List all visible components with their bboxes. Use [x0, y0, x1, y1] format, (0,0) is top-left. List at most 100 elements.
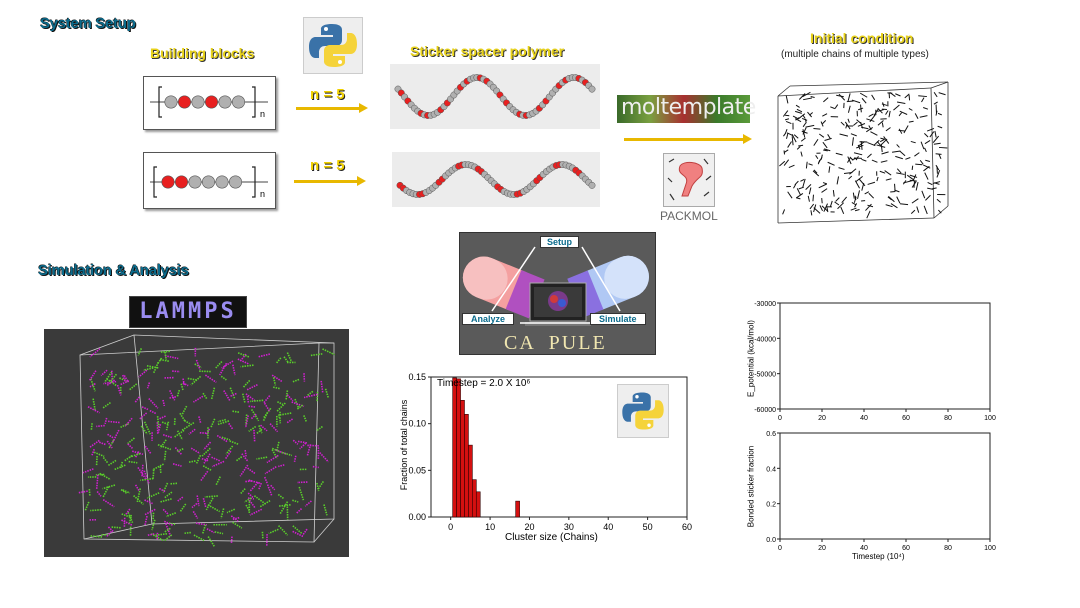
sim-chain [102, 457, 109, 464]
sim-chain [146, 365, 160, 369]
sim-chain [105, 530, 113, 538]
chain-segment [795, 118, 802, 123]
sim-chain [120, 488, 128, 494]
sim-chain [146, 382, 151, 389]
chain-segment [847, 93, 851, 102]
chain-segment [888, 195, 895, 203]
chain-segment [922, 164, 931, 169]
chain-segment [815, 155, 819, 160]
y-tick-label: -30000 [754, 301, 776, 308]
bead [218, 95, 232, 109]
chain-segment [866, 118, 875, 122]
chain-segment [849, 168, 857, 175]
sim-chain [151, 519, 156, 531]
sim-chain [253, 495, 266, 505]
chain-segment [899, 203, 909, 206]
histogram-bar [475, 491, 481, 518]
chain-segment [802, 127, 807, 135]
sim-chain [306, 444, 312, 457]
chain-segment [898, 112, 902, 117]
sim-chain [248, 405, 256, 408]
chain-segment [818, 133, 825, 138]
chain-segment [938, 209, 942, 214]
sim-chain [247, 467, 257, 475]
chain-segment [821, 188, 828, 193]
sim-chain [151, 463, 164, 471]
chain-segment [835, 197, 840, 202]
sim-chain [312, 465, 319, 469]
histogram-annotation: Timestep = 2.0 X 10⁶ [437, 378, 531, 389]
histogram-bar [456, 378, 461, 518]
chain-segment [853, 121, 858, 126]
sim-chain [245, 504, 251, 512]
chain-segment [850, 133, 857, 137]
campule-panel: Setup Analyze Simulate CA PULE [459, 232, 656, 355]
chain-segment [835, 152, 843, 156]
x-tick-label: 100 [984, 545, 996, 552]
x-tick-label: 80 [944, 415, 952, 422]
chain-segment [832, 189, 835, 197]
chain-segment [834, 201, 840, 206]
sim-chain [90, 378, 96, 392]
chain-segment [856, 144, 864, 149]
sim-chain [141, 406, 149, 411]
chain-segment [853, 152, 863, 156]
sim-chain [172, 463, 182, 467]
sim-chain [193, 395, 204, 403]
chain-segment [880, 160, 888, 163]
sim-chain [253, 429, 256, 443]
polymer-chain-2 [392, 152, 600, 207]
chain-segment [906, 174, 914, 181]
sim-chain [292, 499, 299, 503]
bead [215, 175, 229, 189]
chain-segment [813, 127, 821, 130]
sim-chain [259, 499, 271, 508]
sim-chain [108, 439, 115, 450]
sim-chain [173, 429, 185, 439]
chain-segment [818, 183, 827, 189]
chain-segment [877, 107, 883, 114]
chain-segment [866, 210, 871, 219]
sim-chain [207, 504, 221, 513]
sim-chain [221, 360, 234, 369]
chain-segment [918, 95, 927, 98]
chain-segment [785, 120, 792, 125]
chain-segment [910, 140, 916, 144]
sim-chain [285, 390, 289, 401]
sim-chain [134, 484, 140, 491]
sim-chain [306, 390, 314, 397]
chain-segment [794, 110, 802, 114]
sim-chain [258, 482, 263, 490]
x-tick-label: 60 [682, 522, 692, 532]
chain-segment [879, 139, 885, 143]
sim-chain [203, 453, 211, 464]
sim-chain [275, 441, 280, 452]
chain-segment [847, 156, 852, 165]
building-block-1: n [143, 76, 276, 130]
sim-chain [217, 420, 230, 426]
sim-chain [84, 501, 90, 512]
bead [164, 95, 178, 109]
sim-chain [245, 480, 252, 483]
sim-chain [158, 487, 166, 493]
sim-chain [169, 390, 176, 401]
sim-chain [165, 523, 172, 537]
chain-segment [933, 91, 938, 98]
sim-chain [293, 455, 297, 462]
chain-segment [885, 127, 891, 132]
x-tick-label: 30 [564, 522, 574, 532]
chain-segment [867, 181, 876, 185]
sim-chain [209, 418, 216, 429]
histogram-bar [452, 377, 457, 518]
chain-segment [837, 202, 845, 210]
chain-segment [912, 174, 917, 182]
sim-chain [303, 415, 307, 422]
packmol-label: PACKMOL [660, 209, 718, 223]
sim-chain [268, 528, 279, 535]
sim-chain [220, 375, 227, 381]
sim-chain [248, 425, 257, 432]
chain-segment [923, 107, 929, 110]
x-tick-label: 20 [818, 415, 826, 422]
sim-chain [250, 413, 257, 420]
sim-chain [124, 508, 131, 516]
